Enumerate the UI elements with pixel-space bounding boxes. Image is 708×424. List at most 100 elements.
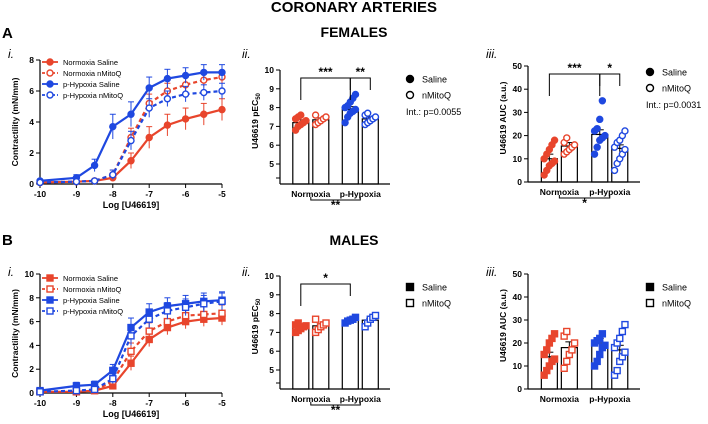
series-p-hypoxia-nmitoq: p-Hypoxia nMitoQ [36,292,226,396]
f_auc-chart: iii. 0 10 20 30 40 50 U46619 AUC (a.u.) Normoxia… [486,47,701,210]
significance-label: * [323,271,328,285]
data-point [145,104,153,112]
legend-label: nMitoQ [662,299,691,309]
group-label: p-Hypoxia [589,394,630,404]
data-point [127,359,135,367]
m_auc-chart: iii. 0 10 20 30 40 50 U46619 AUC (a.u.) Normoxia… [486,265,691,404]
y-tick-label: 6 [269,346,274,356]
bar-p-hypoxia-nmitoq [610,320,629,390]
significance-bracket [300,283,351,306]
data-point [109,122,117,131]
data-point [593,143,601,151]
significance-label: * [607,61,612,75]
section-a-label: FEMALES [321,24,388,40]
legend-marker [645,282,655,292]
x-tick-label: -8 [109,398,117,408]
plots-layer: i. -10 -9 -8 -7 -6 -5 0 2 4 6 8 Log [U46619] Contract… [8,47,701,419]
data-point [364,109,372,117]
x-tick-label: -6 [182,398,190,408]
legend-label: Normoxia Saline [63,58,118,67]
data-point [200,110,208,118]
data-point [311,315,320,323]
bar-normoxia-saline [540,330,559,390]
data-point [590,150,599,158]
significance-label: *** [568,61,582,75]
bar-normoxia-nmitoq [311,315,330,390]
data-point [560,364,568,372]
y-tick-label: 10 [25,269,35,279]
data-point [621,145,629,154]
series-line [39,89,223,184]
y-axis-label-main: U46619 pEC [250,100,260,149]
data-point [109,170,117,179]
data-point [163,95,172,103]
data-point [618,327,627,336]
legend-label: nMitoQ [422,299,451,309]
legend-label: Saline [662,68,687,78]
y-tick-label: 8 [269,309,274,319]
panel-label: iii. [486,265,497,279]
y-tick-label: 9 [269,84,274,94]
y-tick-label: 4 [29,117,34,127]
group-label: Normoxia [291,394,330,404]
interaction-p-value: Int.: p=0.0055 [406,107,461,117]
data-point [163,121,172,129]
x-tick-label: -7 [145,189,153,199]
legend-marker [46,307,54,315]
y-tick-label: 0 [29,179,34,189]
data-point [127,110,135,118]
data-point [371,113,380,121]
series-line [39,300,223,393]
bar-normoxia-saline [291,111,310,185]
y-tick-label: 0 [29,388,34,398]
data-point [72,386,81,395]
legend-label: p-Hypoxia nMitoQ [63,307,123,316]
data-point [218,297,226,306]
f_curve-chart: i. -10 -9 -8 -7 -6 -5 0 2 4 6 8 Log [U46619] Contract… [8,47,226,210]
legend-label: p-Hypoxia Saline [63,80,120,89]
y-tick-label: 30 [513,315,523,325]
data-point [596,115,604,124]
bar [361,118,379,185]
y-tick-label: 2 [29,148,34,158]
legend-marker [46,69,54,77]
data-point [109,375,117,383]
data-point [598,97,607,105]
bar [341,319,359,390]
data-point [563,134,571,142]
series-line [39,71,222,182]
x-tick-label: -7 [145,398,153,408]
y-tick-label: 10 [265,65,275,75]
data-point [181,71,190,80]
significance-label: ** [331,403,341,417]
legend-label: Normoxia Saline [63,274,118,283]
data-point [36,178,44,187]
panel-label: ii. [242,265,251,279]
legend-marker [46,274,54,282]
section-b-label: MALES [330,232,379,248]
data-point [601,341,609,349]
data-point [322,113,330,121]
data-point [570,141,579,149]
data-point [311,111,320,119]
y-tick-label: 50 [513,269,523,279]
legend-marker [405,282,415,292]
data-point [145,133,153,142]
bar-normoxia-saline [291,319,310,390]
bar-p-hypoxia-nmitoq [610,127,629,183]
data-point [127,347,135,356]
y-tick-label: 30 [513,107,523,117]
y-axis-label: U46619 pEC50 [250,298,262,354]
data-point [563,327,571,336]
y-tick-label: 9 [269,290,274,300]
bar [361,319,379,390]
legend-marker [46,80,54,88]
data-point [598,330,607,338]
legend-label: nMitoQ [422,91,451,101]
data-point [601,131,609,140]
data-point [610,166,619,175]
y-tick-label: 8 [269,103,274,113]
legend-marker [645,67,655,77]
y-tick-label: 6 [269,140,274,150]
